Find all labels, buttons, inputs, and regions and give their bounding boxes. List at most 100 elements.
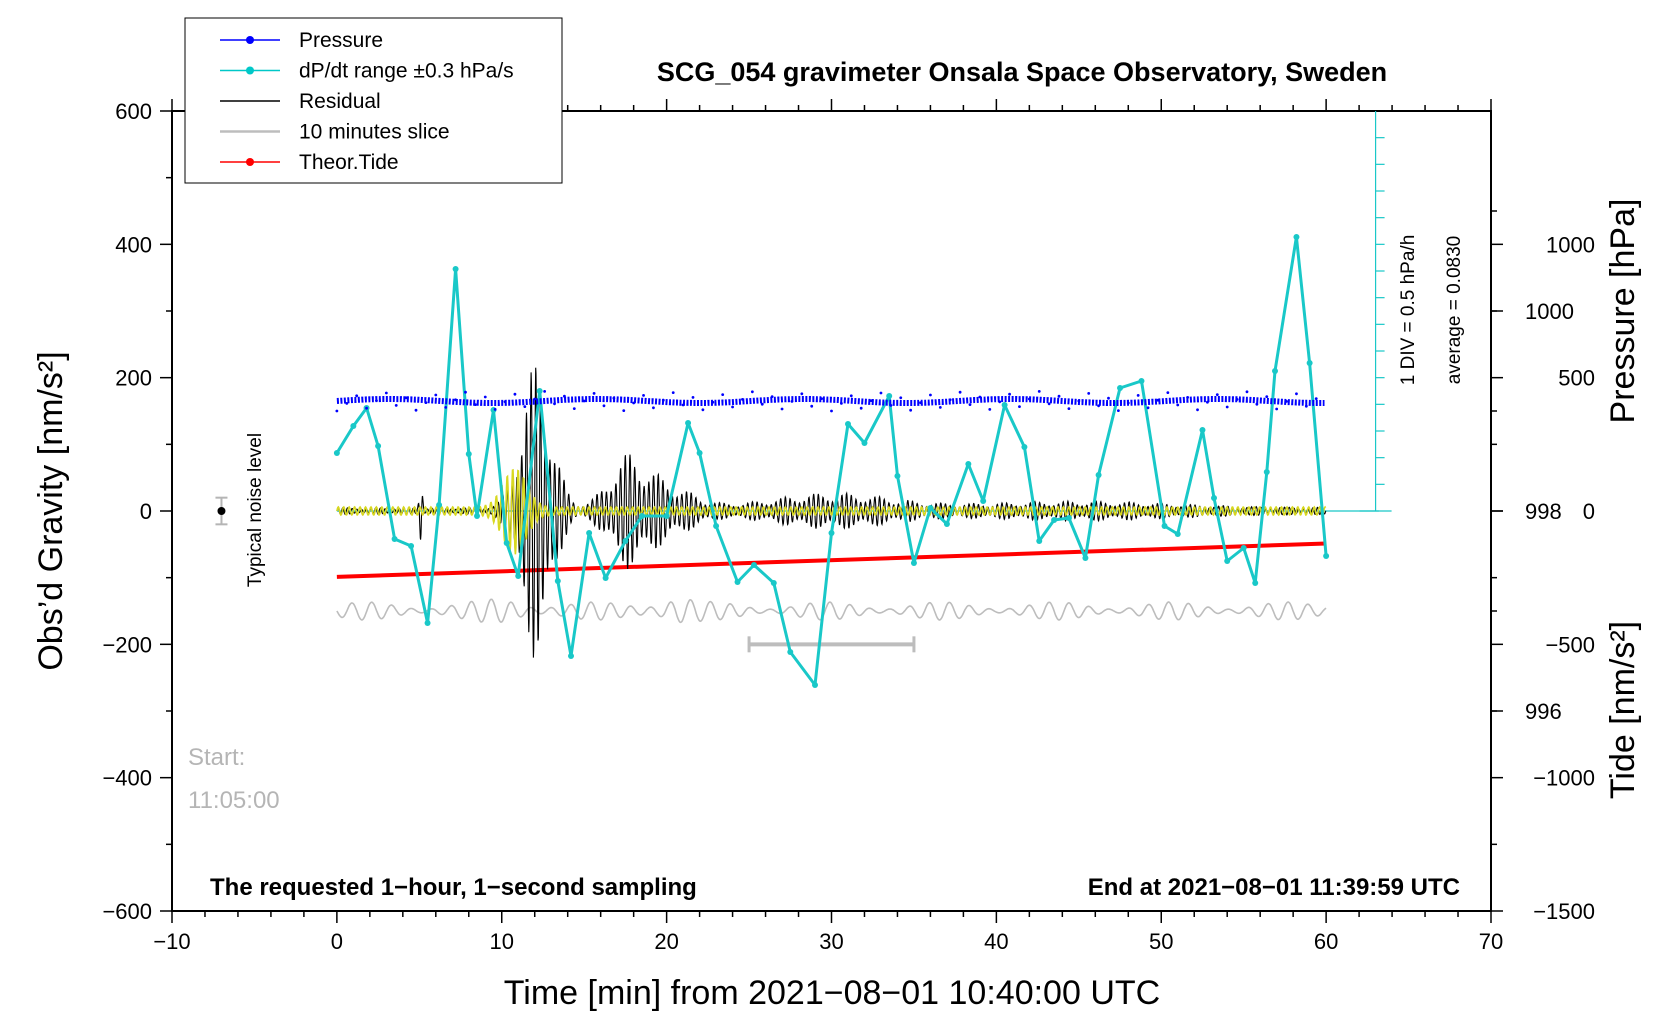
pressure-point (1077, 399, 1081, 403)
y-axis-title-left: Obs’d Gravity [nm/s²] (32, 351, 70, 670)
pressure-point (345, 402, 349, 405)
dpdt-point (436, 502, 443, 508)
dpdt-line (335, 235, 1328, 687)
pressure-point (820, 397, 824, 400)
x-tick-label: 10 (490, 929, 514, 954)
y-tick-labels-left: 600 400 200 0 −200 −400 −600 (102, 99, 152, 924)
tide-tick-label: −500 (1545, 632, 1595, 657)
pressure-point (810, 404, 814, 408)
y-axis-title-pressure: Pressure [hPa] (1604, 199, 1642, 424)
pressure-point (1295, 392, 1298, 396)
dpdt-point (638, 513, 645, 519)
x-tick-label: 50 (1149, 929, 1173, 954)
pressure-point (770, 395, 774, 398)
y-tick-label: 600 (115, 99, 152, 124)
legend-label: Theor.Tide (299, 151, 399, 174)
dpdt-point (770, 580, 777, 586)
x-tick-label: 40 (984, 929, 1008, 954)
dpdt-point (1095, 472, 1102, 478)
pressure-point (1235, 398, 1239, 401)
dpdt-point (734, 579, 741, 585)
pressure-point (1206, 400, 1209, 404)
pressure-point (869, 399, 873, 402)
pressure-point (404, 396, 408, 400)
pressure-point (1314, 397, 1318, 400)
pressure-point (839, 402, 843, 405)
footer-right: End at 2021−08−01 11:39:59 UTC (1088, 874, 1460, 901)
x-tick-label: 30 (819, 929, 843, 954)
pressure-point (582, 399, 586, 403)
dpdt-point (1021, 444, 1028, 450)
pressure-point (701, 408, 705, 412)
pressure-point (1215, 393, 1219, 396)
pressure-point (473, 403, 477, 406)
legend: Pressure dP/dt range ±0.3 hPa/s Residual 10… (184, 17, 563, 184)
pressure-point (483, 395, 487, 399)
pressure-point (721, 393, 725, 396)
x-tick-label: 60 (1314, 929, 1338, 954)
dpdt-point (1174, 531, 1181, 537)
dpdt-point (1224, 558, 1231, 564)
dpdt-point (424, 620, 431, 626)
dpdt-point (696, 450, 703, 456)
dpdt-point (474, 513, 481, 519)
pressure-point (968, 403, 972, 406)
pressure-point (533, 397, 537, 401)
dpdt-point (536, 388, 543, 394)
pressure-point (1265, 395, 1269, 398)
dpdt-point (503, 540, 510, 546)
legend-label: Residual (299, 90, 381, 113)
y-tick-label: −400 (102, 766, 152, 791)
pressure-point (543, 390, 547, 393)
dpdt-point (350, 423, 357, 429)
pressure-point (503, 400, 507, 404)
pressure-point (879, 391, 883, 395)
pressure-point (711, 400, 715, 404)
pressure-point (1116, 409, 1120, 412)
dpdt-point (586, 530, 593, 536)
dpdt-point (861, 440, 868, 446)
pressure-point (741, 398, 744, 401)
dpdt-point (1082, 555, 1089, 561)
pressure-point (889, 404, 893, 407)
dpdt-point (1293, 234, 1300, 240)
pressure-point (1097, 404, 1100, 408)
pressure-point (384, 391, 388, 395)
noise-label: Typical noise level (245, 433, 266, 587)
pressure-point (592, 392, 596, 395)
dpdt-point (943, 521, 950, 527)
dpdt-point (844, 421, 851, 427)
dpdt-point (1211, 495, 1218, 501)
pressure-point (1008, 392, 1011, 396)
x-tick-label: −10 (153, 929, 190, 954)
dpdt-point (408, 543, 415, 549)
dpdt-point (1272, 368, 1279, 374)
dpdt-point (567, 653, 574, 659)
dpdt-point (554, 578, 561, 584)
dpdt-point (886, 393, 893, 399)
x-tick-label: 70 (1479, 929, 1503, 954)
pressure-point (1126, 401, 1130, 405)
pressure-point (1027, 397, 1031, 401)
dpdt-point (1306, 360, 1313, 366)
dpdt-point (391, 536, 398, 542)
dpdt-point (1263, 469, 1270, 475)
dpdt-scale-bar (1359, 111, 1392, 512)
dpdt-point (1117, 385, 1124, 391)
pressure-tick-label: 1000 (1525, 299, 1574, 324)
dpdt-point (1001, 402, 1008, 408)
pressure-point (849, 394, 853, 398)
pressure-point (1225, 405, 1229, 409)
dpdt-point (333, 450, 340, 456)
pressure-point (493, 408, 497, 411)
pressure-point (830, 409, 833, 413)
pressure-point (375, 399, 378, 402)
legend-label: 10 minutes slice (299, 121, 450, 144)
slice-waveform (336, 598, 1327, 624)
tide-tick-labels: 1000 500 0 −500 −1000 −1500 (1533, 232, 1595, 924)
dpdt-point (452, 266, 459, 272)
dpdt-point (812, 682, 819, 688)
pressure-point (553, 402, 556, 406)
pressure-point (1018, 405, 1021, 408)
pressure-tick-labels: 1000 998 996 (1525, 299, 1574, 724)
